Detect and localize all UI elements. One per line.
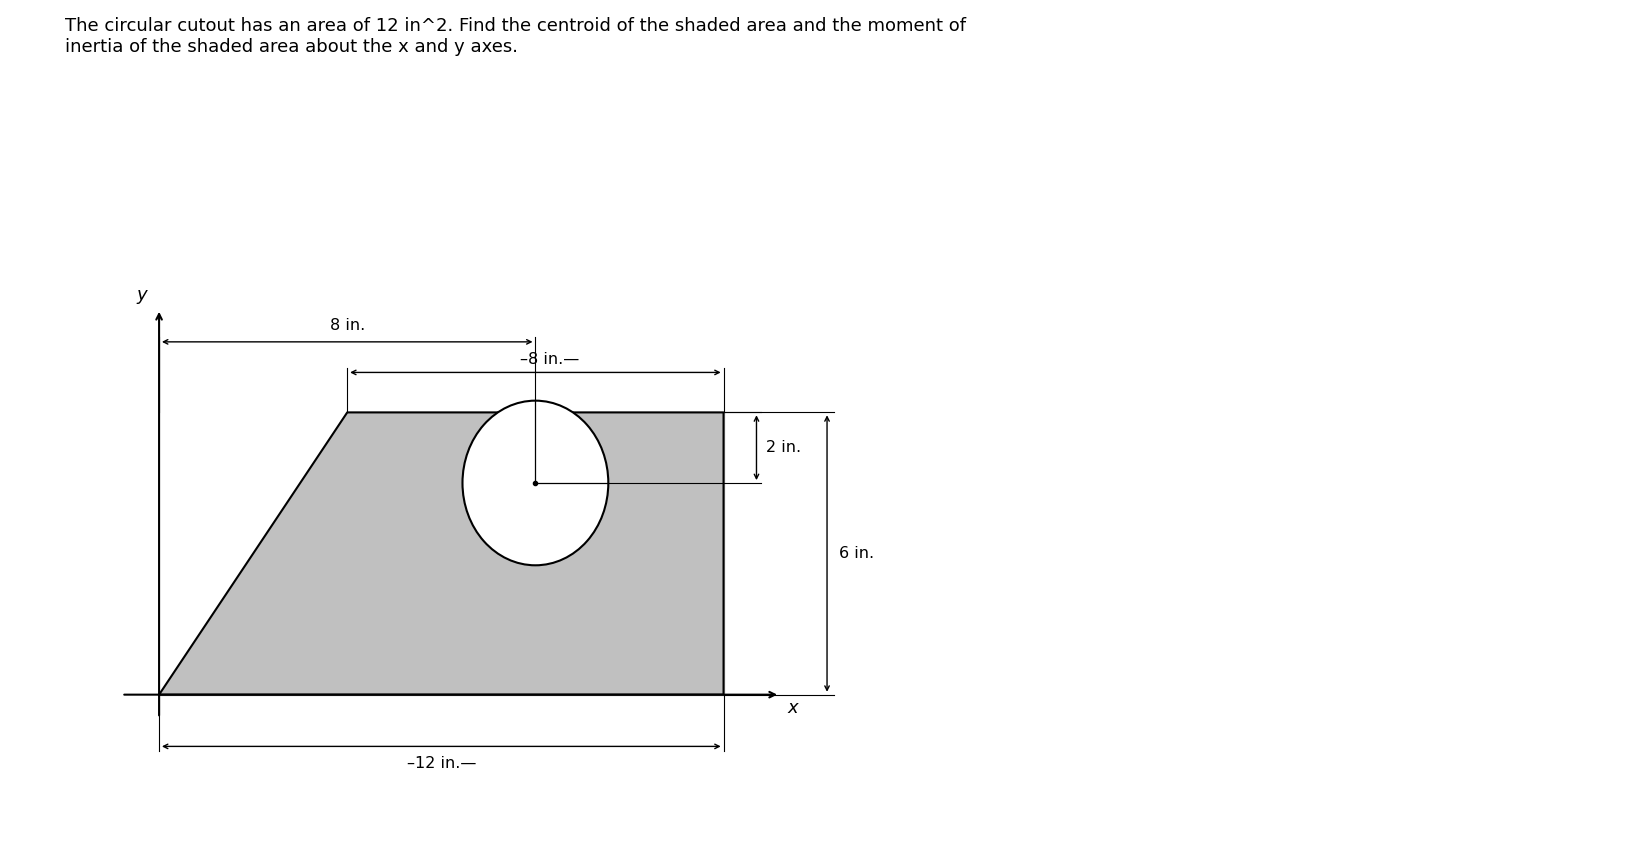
Ellipse shape (463, 400, 608, 565)
Text: 8 in.: 8 in. (330, 319, 366, 333)
Text: –8 in.—: –8 in.— (520, 352, 578, 367)
Text: y: y (136, 286, 148, 304)
Polygon shape (159, 412, 723, 694)
Text: 2 in.: 2 in. (765, 440, 801, 455)
Text: The circular cutout has an area of 12 in^2. Find the centroid of the shaded area: The circular cutout has an area of 12 in… (65, 17, 965, 56)
Text: –12 in.—: –12 in.— (406, 756, 476, 771)
Text: 6 in.: 6 in. (838, 546, 874, 561)
Text: x: x (786, 699, 798, 717)
